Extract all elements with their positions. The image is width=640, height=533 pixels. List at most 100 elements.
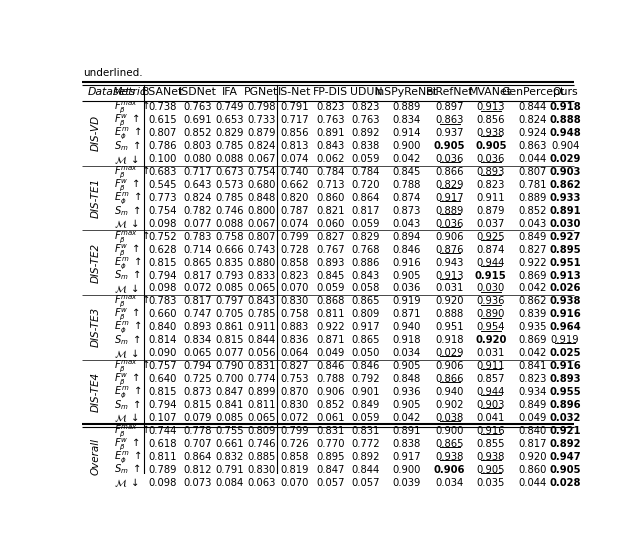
Text: $F_{\beta}^{w}$ $\uparrow$: $F_{\beta}^{w}$ $\uparrow$ bbox=[114, 241, 140, 257]
Text: 0.838: 0.838 bbox=[392, 439, 420, 449]
Text: 0.836: 0.836 bbox=[280, 335, 309, 345]
Text: 0.919: 0.919 bbox=[551, 335, 579, 345]
Text: 0.905: 0.905 bbox=[434, 141, 465, 151]
Text: 0.918: 0.918 bbox=[549, 102, 581, 112]
Text: 0.815: 0.815 bbox=[215, 335, 244, 345]
Text: 0.044: 0.044 bbox=[518, 478, 547, 488]
Text: 0.874: 0.874 bbox=[392, 193, 420, 203]
Text: 0.042: 0.042 bbox=[518, 348, 547, 358]
Text: 0.890: 0.890 bbox=[477, 309, 505, 319]
Text: 0.832: 0.832 bbox=[216, 451, 244, 462]
Text: 0.843: 0.843 bbox=[352, 271, 380, 280]
Text: 0.892: 0.892 bbox=[352, 451, 380, 462]
Text: 0.849: 0.849 bbox=[518, 400, 547, 410]
Text: 0.894: 0.894 bbox=[392, 232, 420, 242]
Text: 0.905: 0.905 bbox=[392, 271, 420, 280]
Text: $F_{\beta}^{w}$ $\uparrow$: $F_{\beta}^{w}$ $\uparrow$ bbox=[114, 177, 140, 193]
Text: 0.753: 0.753 bbox=[280, 374, 309, 384]
Text: 0.070: 0.070 bbox=[280, 284, 309, 294]
Text: 0.085: 0.085 bbox=[216, 284, 244, 294]
Text: $F_{\beta}^{max}$ $\uparrow$: $F_{\beta}^{max}$ $\uparrow$ bbox=[114, 358, 150, 374]
Text: 0.855: 0.855 bbox=[477, 439, 505, 449]
Text: 0.065: 0.065 bbox=[247, 284, 276, 294]
Text: 0.788: 0.788 bbox=[316, 374, 344, 384]
Text: 0.070: 0.070 bbox=[280, 478, 309, 488]
Text: 0.787: 0.787 bbox=[280, 206, 309, 216]
Text: 0.848: 0.848 bbox=[247, 193, 275, 203]
Text: 0.903: 0.903 bbox=[550, 167, 581, 177]
Text: ISDNet: ISDNet bbox=[179, 87, 217, 98]
Text: 0.893: 0.893 bbox=[184, 322, 212, 332]
Text: 0.809: 0.809 bbox=[352, 309, 380, 319]
Text: 0.905: 0.905 bbox=[477, 465, 505, 474]
Text: 0.817: 0.817 bbox=[184, 296, 212, 306]
Text: 0.060: 0.060 bbox=[316, 219, 344, 229]
Text: 0.791: 0.791 bbox=[215, 465, 244, 474]
Text: 0.754: 0.754 bbox=[247, 167, 276, 177]
Text: 0.874: 0.874 bbox=[477, 245, 505, 255]
Text: IFA: IFA bbox=[221, 87, 237, 98]
Text: 0.844: 0.844 bbox=[518, 102, 547, 112]
Text: 0.888: 0.888 bbox=[436, 309, 464, 319]
Text: 0.038: 0.038 bbox=[436, 413, 464, 423]
Text: 0.784: 0.784 bbox=[316, 167, 344, 177]
Text: 0.871: 0.871 bbox=[392, 309, 420, 319]
Text: 0.079: 0.079 bbox=[184, 413, 212, 423]
Text: 0.938: 0.938 bbox=[477, 128, 505, 138]
Text: 0.740: 0.740 bbox=[280, 167, 309, 177]
Text: 0.895: 0.895 bbox=[549, 245, 581, 255]
Text: 0.876: 0.876 bbox=[435, 245, 464, 255]
Text: 0.754: 0.754 bbox=[148, 206, 177, 216]
Text: 0.072: 0.072 bbox=[280, 413, 309, 423]
Text: 0.794: 0.794 bbox=[148, 400, 177, 410]
Text: DIS-TE1: DIS-TE1 bbox=[90, 178, 100, 218]
Text: 0.615: 0.615 bbox=[148, 115, 177, 125]
Text: 0.064: 0.064 bbox=[280, 348, 309, 358]
Text: 0.885: 0.885 bbox=[247, 451, 276, 462]
Text: 0.918: 0.918 bbox=[435, 335, 464, 345]
Text: 0.847: 0.847 bbox=[316, 465, 344, 474]
Text: 0.065: 0.065 bbox=[184, 348, 212, 358]
Text: 0.829: 0.829 bbox=[215, 128, 244, 138]
Text: 0.935: 0.935 bbox=[518, 322, 547, 332]
Text: DIS-VD: DIS-VD bbox=[90, 115, 100, 151]
Text: 0.937: 0.937 bbox=[435, 128, 464, 138]
Text: 0.916: 0.916 bbox=[392, 257, 420, 268]
Text: 0.849: 0.849 bbox=[352, 400, 380, 410]
Text: 0.815: 0.815 bbox=[148, 257, 177, 268]
Text: 0.911: 0.911 bbox=[476, 193, 505, 203]
Text: 0.944: 0.944 bbox=[477, 387, 505, 397]
Text: 0.916: 0.916 bbox=[549, 361, 581, 371]
Text: 0.830: 0.830 bbox=[247, 465, 275, 474]
Text: 0.815: 0.815 bbox=[184, 400, 212, 410]
Text: 0.948: 0.948 bbox=[549, 128, 581, 138]
Text: 0.728: 0.728 bbox=[280, 245, 309, 255]
Text: 0.030: 0.030 bbox=[550, 219, 581, 229]
Text: $S_{m}$ $\uparrow$: $S_{m}$ $\uparrow$ bbox=[114, 269, 141, 282]
Text: 0.815: 0.815 bbox=[148, 387, 177, 397]
Text: 0.913: 0.913 bbox=[549, 271, 581, 280]
Text: 0.897: 0.897 bbox=[435, 102, 464, 112]
Text: 0.834: 0.834 bbox=[184, 335, 212, 345]
Text: 0.717: 0.717 bbox=[280, 115, 309, 125]
Text: 0.041: 0.041 bbox=[477, 413, 505, 423]
Text: InSPyReNet: InSPyReNet bbox=[374, 87, 438, 98]
Text: 0.088: 0.088 bbox=[216, 154, 244, 164]
Text: 0.893: 0.893 bbox=[316, 257, 344, 268]
Text: 0.845: 0.845 bbox=[392, 167, 420, 177]
Text: 0.783: 0.783 bbox=[148, 296, 177, 306]
Text: 0.827: 0.827 bbox=[518, 245, 547, 255]
Text: 0.902: 0.902 bbox=[435, 400, 464, 410]
Text: 0.067: 0.067 bbox=[247, 154, 276, 164]
Text: 0.820: 0.820 bbox=[280, 193, 309, 203]
Text: 0.792: 0.792 bbox=[351, 374, 380, 384]
Text: 0.830: 0.830 bbox=[280, 400, 309, 410]
Text: 0.856: 0.856 bbox=[280, 128, 309, 138]
Text: 0.034: 0.034 bbox=[436, 478, 464, 488]
Text: 0.683: 0.683 bbox=[148, 167, 177, 177]
Text: 0.618: 0.618 bbox=[148, 439, 177, 449]
Text: 0.707: 0.707 bbox=[184, 439, 212, 449]
Text: 0.829: 0.829 bbox=[352, 232, 380, 242]
Text: 0.892: 0.892 bbox=[352, 128, 380, 138]
Text: Metric: Metric bbox=[113, 87, 147, 98]
